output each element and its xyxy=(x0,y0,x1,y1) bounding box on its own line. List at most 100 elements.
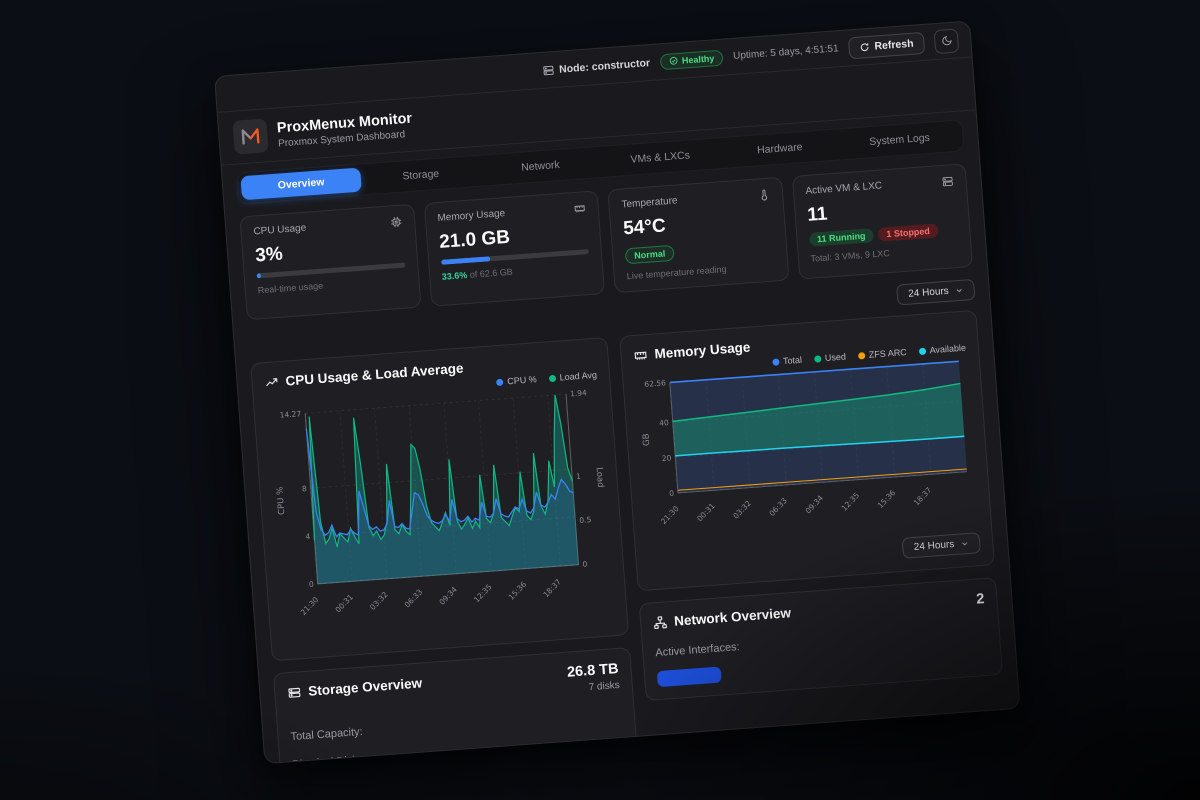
refresh-button[interactable]: Refresh xyxy=(847,31,926,59)
theme-toggle-button[interactable] xyxy=(933,27,960,54)
storage-title: Storage Overview xyxy=(307,675,423,700)
time-range-select[interactable]: 24 Hours xyxy=(896,278,976,306)
cpu-progress-fill xyxy=(256,273,262,279)
svg-text:03:32: 03:32 xyxy=(731,499,753,521)
active-vm-lxc-card: Active VM & LXC 11 11 Running 1 Stopped … xyxy=(791,163,974,280)
moon-icon xyxy=(940,35,952,47)
tab-vms-lxcs[interactable]: VMs & LXCs xyxy=(630,149,691,166)
uptime-label: Uptime: 5 days, 4:51:51 xyxy=(732,43,839,62)
svg-text:06:33: 06:33 xyxy=(403,587,425,609)
check-circle-icon xyxy=(669,56,679,66)
legend-dot xyxy=(857,351,866,360)
legend-dot xyxy=(918,347,926,355)
network-icon xyxy=(653,615,668,630)
svg-text:0: 0 xyxy=(582,560,588,569)
svg-text:09:34: 09:34 xyxy=(804,493,826,515)
memory-usage-card: Memory Usage 21.0 GB 33.6% of 62.6 GB xyxy=(423,190,606,307)
svg-text:20: 20 xyxy=(661,453,671,463)
storage-total-value: 26.8 TB xyxy=(566,661,620,682)
memory-value: 21.0 GB xyxy=(438,226,511,253)
svg-text:18:37: 18:37 xyxy=(541,577,563,599)
tab-overview[interactable]: Overview xyxy=(240,167,362,201)
refresh-icon xyxy=(859,41,870,52)
legend-dot xyxy=(813,354,822,363)
storage-disks-value: 7 disks xyxy=(588,680,621,694)
cpu-load-chart: 21:30 00:31 03:32 06:33 09:34 12:35 15:36 18:37… xyxy=(275,388,605,617)
svg-text:14.27: 14.27 xyxy=(279,409,301,420)
svg-text:03:32: 03:32 xyxy=(368,590,390,612)
node-indicator: Node: constructor xyxy=(542,56,651,77)
svg-text:62.56: 62.56 xyxy=(644,378,666,389)
svg-text:0.5: 0.5 xyxy=(579,515,592,525)
svg-text:06:33: 06:33 xyxy=(767,496,789,518)
vm-running-badge: 11 Running xyxy=(808,228,874,247)
health-badge: Healthy xyxy=(659,49,724,70)
chevron-down-icon xyxy=(954,286,964,296)
legend-dot xyxy=(496,378,504,386)
cpu-caption: Real-time usage xyxy=(257,280,324,296)
svg-text:12:35: 12:35 xyxy=(472,582,494,604)
memory-progress-fill xyxy=(440,256,491,265)
temperature-card: Temperature 54°C Normal Live temperature… xyxy=(607,176,790,294)
svg-text:4: 4 xyxy=(305,532,311,541)
svg-text:GB: GB xyxy=(641,433,652,446)
memory-caption: 33.6% of 62.6 GB xyxy=(441,261,590,282)
vm-stopped-badge: 1 Stopped xyxy=(877,223,939,242)
network-row-active-interfaces: Active Interfaces: xyxy=(655,641,741,660)
chevron-down-icon xyxy=(960,539,970,549)
temperature-card-title: Temperature xyxy=(621,195,678,211)
svg-text:21:30: 21:30 xyxy=(299,595,321,617)
time-range-value: 24 Hours xyxy=(907,285,950,300)
right-column: Memory Usage Total Used ZFS ARC Available 2… xyxy=(619,309,1003,702)
tab-hardware[interactable]: Hardware xyxy=(756,141,803,157)
server-stack-icon xyxy=(941,175,954,188)
left-column: CPU Usage & Load Average CPU % Load Avg 2… xyxy=(250,336,639,765)
network-overview-card: Network Overview 2 Active Interfaces: xyxy=(638,577,1003,702)
vm-caption: Total: 3 VMs, 9 LXC xyxy=(810,247,891,264)
refresh-button-label: Refresh xyxy=(874,37,914,53)
memory-usage-chart: 21:30 00:31 03:32 06:33 09:34 12:35 15:36 18:37… xyxy=(641,360,967,526)
svg-text:15:36: 15:36 xyxy=(507,580,529,602)
svg-text:21:30: 21:30 xyxy=(659,504,681,526)
trending-up-icon xyxy=(264,375,279,390)
temperature-value: 54°C xyxy=(622,215,667,240)
cpu-icon xyxy=(389,216,402,229)
memory-card-title: Memory Usage xyxy=(437,208,506,224)
svg-text:18:37: 18:37 xyxy=(912,485,934,507)
memory-caption-percent: 33.6% xyxy=(441,269,468,282)
vm-card-title: Active VM & LXC xyxy=(805,180,883,197)
svg-text:1.94: 1.94 xyxy=(570,388,588,398)
cpu-usage-card: CPU Usage 3% Real-time usage xyxy=(239,203,422,321)
tab-storage[interactable]: Storage xyxy=(402,167,440,183)
app-title-block: ProxMenux Monitor Proxmox System Dashboa… xyxy=(276,110,413,149)
svg-text:Load: Load xyxy=(594,467,605,488)
cpu-card-title: CPU Usage xyxy=(253,222,307,238)
health-badge-label: Healthy xyxy=(681,52,715,66)
legend-dot xyxy=(548,374,556,382)
app-logo xyxy=(232,118,269,155)
svg-text:0: 0 xyxy=(669,489,675,498)
svg-text:15:36: 15:36 xyxy=(876,488,898,510)
network-title: Network Overview xyxy=(673,605,792,629)
tab-network[interactable]: Network xyxy=(520,158,561,174)
temperature-status-badge: Normal xyxy=(624,244,675,265)
tab-system-logs[interactable]: System Logs xyxy=(868,131,931,149)
node-label: Node: constructor xyxy=(558,56,651,76)
memory-caption-rest: of 62.6 GB xyxy=(466,266,514,280)
memory-time-range-select[interactable]: 24 Hours xyxy=(902,532,982,559)
svg-text:40: 40 xyxy=(659,418,669,428)
memory-time-range-value: 24 Hours xyxy=(913,539,955,554)
proxmenux-logo-icon xyxy=(241,128,260,145)
svg-text:00:31: 00:31 xyxy=(695,501,717,523)
hard-drive-icon xyxy=(287,685,302,700)
svg-text:09:34: 09:34 xyxy=(437,585,459,607)
server-icon xyxy=(542,64,555,77)
svg-text:00:31: 00:31 xyxy=(333,592,355,614)
memory-chip-icon xyxy=(633,348,648,363)
cpu-value: 3% xyxy=(254,243,284,267)
storage-overview-card: Storage Overview 26.8 TB 7 disks Total C… xyxy=(272,647,639,765)
svg-text:CPU %: CPU % xyxy=(275,486,287,515)
svg-text:0: 0 xyxy=(309,580,315,589)
network-interface-badge xyxy=(656,666,722,688)
app-window: Node: constructor Healthy Uptime: 5 days… xyxy=(214,20,1021,765)
